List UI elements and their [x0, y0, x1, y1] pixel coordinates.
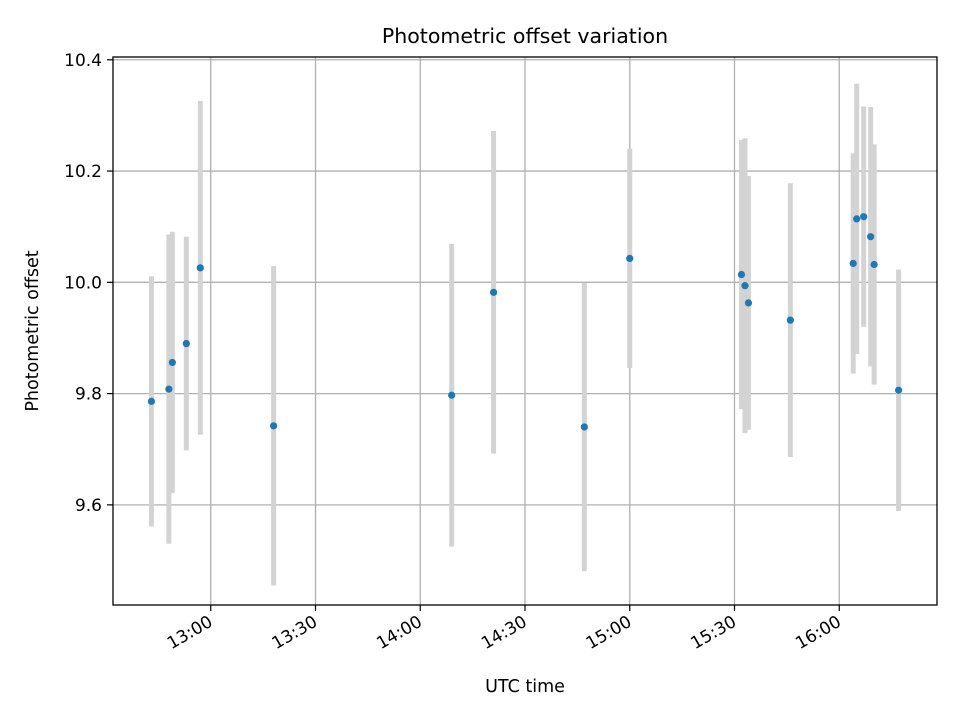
data-point — [168, 358, 176, 367]
data-point — [786, 316, 794, 324]
data-point — [737, 270, 746, 279]
y-tick-label: 10.4 — [64, 51, 102, 71]
data-point — [626, 254, 634, 262]
data-point — [853, 215, 861, 223]
data-point — [196, 264, 204, 272]
data-point — [870, 260, 878, 269]
data-point — [741, 282, 749, 290]
chart-title: Photometric offset variation — [382, 24, 668, 48]
data-point — [448, 391, 456, 399]
x-axis-label: UTC time — [485, 677, 565, 697]
data-point — [744, 299, 753, 307]
data-points — [147, 213, 903, 431]
data-point — [489, 288, 498, 296]
data-point — [580, 423, 588, 431]
y-axis: 9.6 9.8 10.0 10.2 10.4 — [64, 51, 113, 516]
data-point — [894, 386, 903, 394]
y-tick-label: 10.2 — [64, 162, 102, 182]
y-axis-label: Photometric offset — [23, 250, 43, 411]
data-point — [165, 385, 173, 393]
data-point — [849, 259, 857, 268]
data-point — [147, 397, 156, 405]
y-tick-label: 9.8 — [75, 385, 102, 405]
y-tick-label: 9.6 — [75, 496, 102, 516]
y-tick-label: 10.0 — [64, 273, 102, 293]
data-point — [182, 339, 190, 348]
data-point — [860, 213, 868, 221]
data-point — [867, 233, 875, 241]
data-point — [270, 422, 278, 430]
